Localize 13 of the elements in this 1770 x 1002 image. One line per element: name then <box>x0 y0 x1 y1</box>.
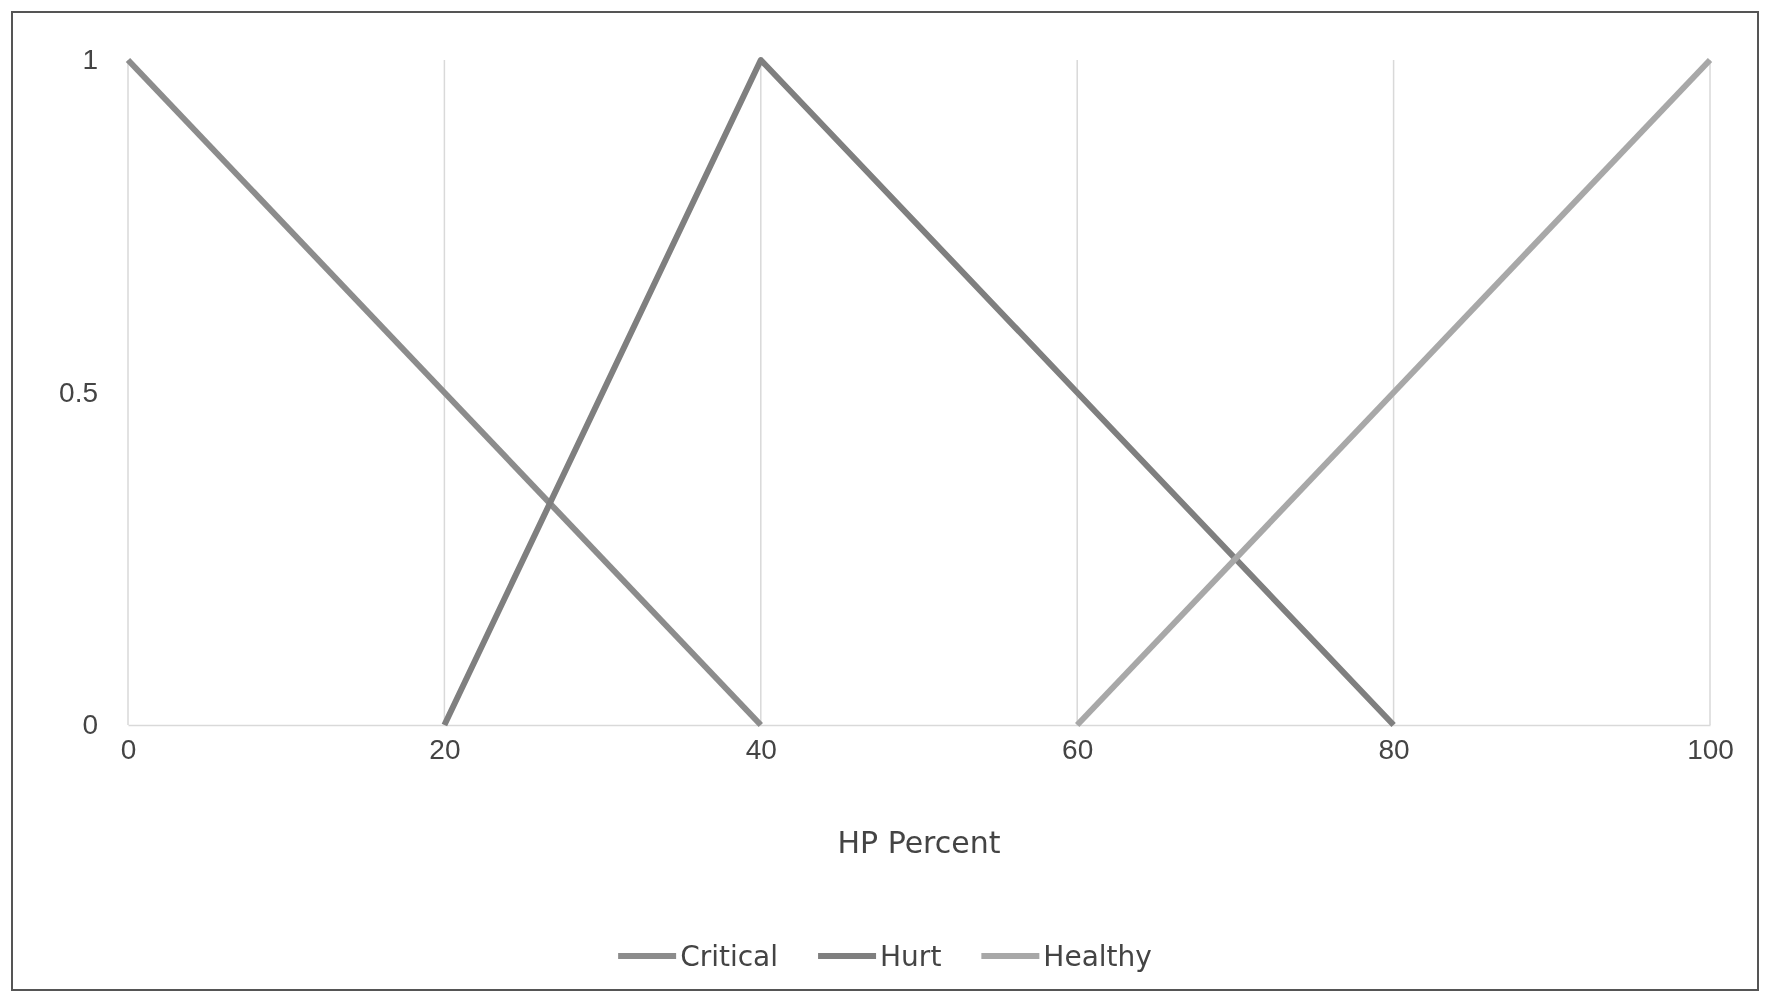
y-tick-label: 1 <box>82 44 98 76</box>
legend-label: Hurt <box>880 939 942 973</box>
x-tick-label: 40 <box>745 733 777 765</box>
x-axis-title: HP Percent <box>837 825 1001 860</box>
x-tick-label: 20 <box>429 733 461 765</box>
x-tick-label: 80 <box>1378 733 1410 765</box>
x-tick-label: 100 <box>1687 733 1734 765</box>
legend-label: Critical <box>680 939 779 973</box>
x-tick-label: 0 <box>120 733 137 765</box>
x-tick-label: 60 <box>1062 733 1094 765</box>
y-tick-label: 0 <box>82 709 98 741</box>
legend-label: Healthy <box>1043 939 1152 973</box>
y-tick-label: 0.5 <box>59 376 98 408</box>
